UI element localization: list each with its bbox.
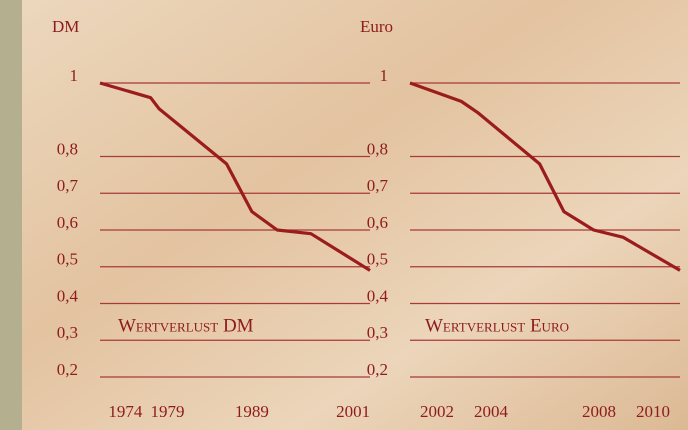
y-tick-label: 0,4 [57, 286, 79, 305]
y-tick-label: 1 [380, 66, 389, 85]
y-tick-label: 0,2 [57, 360, 78, 379]
y-tick-label: 0,7 [57, 176, 79, 195]
y-tick-label: 0,8 [367, 139, 388, 158]
y-tick-label: 1 [70, 66, 79, 85]
y-axis-label: Euro [360, 17, 393, 36]
y-tick-label: 0,5 [57, 250, 78, 269]
x-tick-label: 2008 [582, 402, 616, 421]
y-tick-label: 0,3 [57, 323, 78, 342]
y-tick-label: 0,8 [57, 139, 78, 158]
y-axis-label: DM [52, 17, 79, 36]
x-tick-label: 1979 [151, 402, 185, 421]
y-tick-label: 0,7 [367, 176, 389, 195]
y-tick-label: 0,4 [367, 286, 389, 305]
x-tick-label: 1989 [235, 402, 269, 421]
chart-title: Wertverlust DM [118, 315, 254, 336]
chart-title: Wertverlust Euro [425, 315, 569, 336]
x-tick-label: 2010 [636, 402, 670, 421]
x-tick-label: 2004 [474, 402, 509, 421]
y-tick-label: 0,6 [57, 213, 78, 232]
x-tick-label: 1974 [108, 402, 143, 421]
y-tick-label: 0,5 [367, 250, 388, 269]
x-tick-label: 2001 [336, 402, 370, 421]
y-tick-label: 0,2 [367, 360, 388, 379]
y-tick-label: 0,6 [367, 213, 388, 232]
y-tick-label: 0,3 [367, 323, 388, 342]
x-tick-label: 2002 [420, 402, 454, 421]
background [22, 0, 688, 430]
chart: DM Euro Wertverlust DM Wertverlust Euro … [0, 0, 688, 430]
